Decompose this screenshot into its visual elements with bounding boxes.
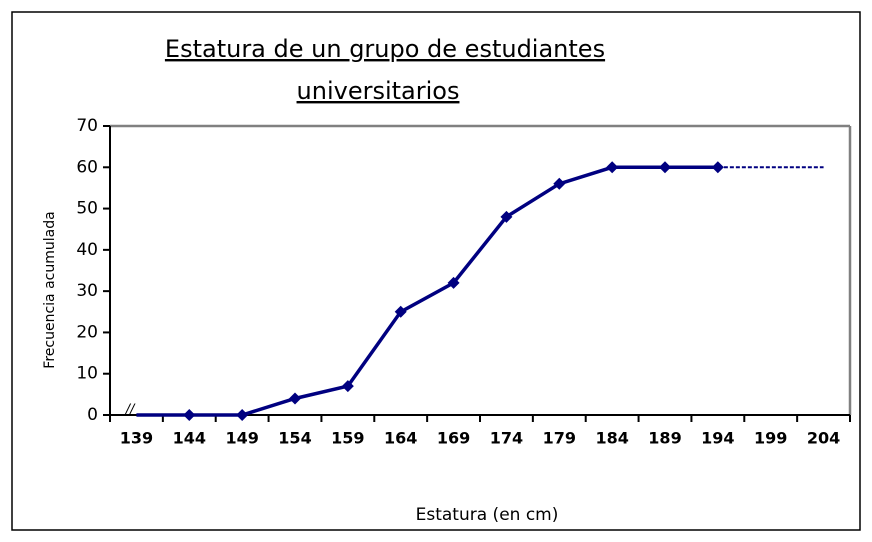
marker	[341, 380, 354, 393]
x-tick-label: 194	[701, 429, 734, 448]
y-tick-label: 10	[76, 364, 98, 384]
x-tick-label: 144	[173, 429, 206, 448]
x-tick-label: 179	[543, 429, 576, 448]
y-tick-label: 0	[87, 405, 98, 425]
x-tick-label: 159	[331, 429, 364, 448]
x-tick-label: 199	[754, 429, 787, 448]
y-axis-label: Frecuencia acumulada	[42, 211, 58, 368]
chart-title: universitarios	[297, 77, 460, 105]
marker	[394, 305, 407, 318]
x-tick-label: 204	[807, 429, 840, 448]
marker	[500, 210, 513, 223]
y-tick-label: 70	[76, 116, 98, 136]
x-tick-label: 169	[437, 429, 470, 448]
line	[136, 165, 718, 417]
y-tick-label: 20	[76, 322, 98, 342]
axis-break: //	[125, 403, 136, 418]
marker	[236, 409, 249, 421]
marker	[183, 409, 196, 421]
marker	[447, 276, 460, 289]
x-axis-label: Estatura (en cm)	[416, 505, 559, 525]
x-tick-label: 164	[384, 429, 417, 448]
marker	[606, 161, 619, 174]
y-tick-label: 30	[76, 281, 98, 301]
x-tick-label: 184	[595, 429, 628, 448]
marker	[289, 392, 301, 405]
marker	[659, 161, 671, 174]
x-tick-label: 154	[278, 429, 311, 448]
x-tick-label: 139	[120, 429, 153, 448]
y-tick-label: 40	[76, 240, 98, 260]
y-tick-label: 50	[76, 199, 98, 219]
chart-frame	[11, 11, 861, 531]
x-tick-label: 174	[490, 429, 523, 448]
y-tick-label: 60	[76, 157, 98, 177]
marker	[553, 177, 566, 190]
x-tick-label: 149	[225, 429, 258, 448]
chart-title: Estatura de un grupo de estudiantes	[165, 35, 605, 63]
x-tick-label: 189	[648, 429, 681, 448]
